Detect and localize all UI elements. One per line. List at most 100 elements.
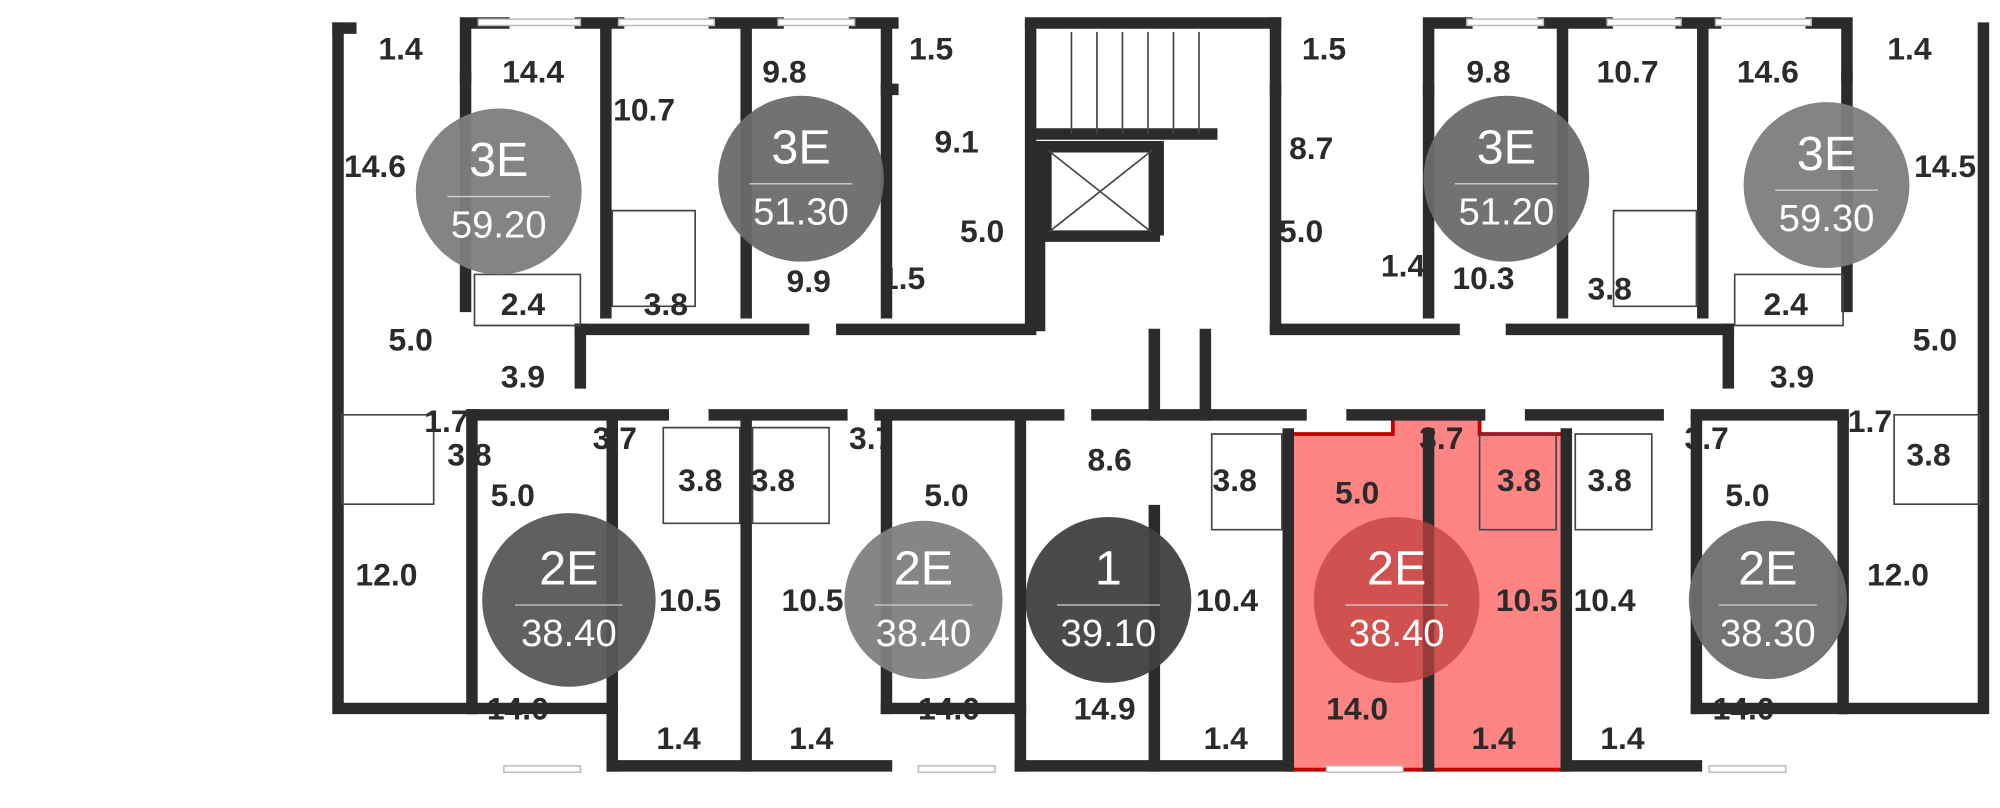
room-area-label: 5.0	[924, 477, 968, 513]
apartment-type: 2E	[539, 542, 598, 596]
room-area-label: 3.8	[751, 462, 795, 498]
apartment-type: 3E	[1477, 120, 1536, 174]
room-area-label: 10.5	[659, 582, 721, 618]
apartment-badge[interactable]: 3E 51.20	[1423, 95, 1590, 262]
apartment-area: 59.30	[1779, 197, 1875, 240]
apartment-area: 51.30	[753, 191, 849, 234]
room-area-label: 9.8	[762, 53, 806, 89]
room-area-label: 9.8	[1466, 53, 1510, 89]
room-area-label: 3.7	[849, 420, 893, 456]
room-area-label: 3.8	[1588, 462, 1632, 498]
room-area-label: 1.4	[1887, 30, 1932, 66]
apartment-type: 2E	[894, 542, 953, 596]
room-area-label: 3.8	[678, 462, 722, 498]
room-area-label: 1.7	[424, 403, 468, 439]
apartment-badge-circle	[482, 513, 656, 687]
room-area-label: 10.4	[1196, 582, 1258, 618]
apartment-badge-circle	[1688, 520, 1847, 680]
room-area-label: 14.0	[918, 690, 980, 726]
room-area-label: 14.4	[502, 53, 564, 89]
apartment-badge[interactable]: 2E 38.40	[1313, 516, 1480, 683]
room-area-label: 10.7	[613, 92, 675, 128]
room-area-label: 1.4	[378, 30, 423, 66]
room-area-label: 14.0	[1713, 690, 1775, 726]
apartment-badge-circle	[1423, 95, 1590, 262]
room-area-label: 3.7	[593, 420, 637, 456]
room-area-label: 3.7	[1419, 420, 1463, 456]
apartment-badge-circle	[1025, 516, 1192, 683]
room-area-label: 1.4	[656, 720, 701, 756]
room-area-label: 14.9	[1074, 690, 1136, 726]
room-area-label: 10.4	[1574, 582, 1636, 618]
room-area-label: 8.6	[1088, 441, 1132, 477]
apartment-area: 38.30	[1720, 612, 1816, 655]
room-area-label: 3.8	[1906, 436, 1950, 472]
apartment-type: 2E	[1738, 542, 1797, 596]
room-area-label: 3.9	[501, 359, 545, 395]
apartment-badge-circle	[718, 95, 884, 262]
room-area-label: 1.5	[1302, 30, 1346, 66]
apartment-type: 2E	[1367, 542, 1426, 596]
room-area-label: 10.5	[781, 582, 843, 618]
room-area-label: 3.9	[1770, 359, 1814, 395]
room-area-label: 5.0	[1335, 475, 1379, 511]
room-area-label: 2.4	[1764, 286, 1809, 322]
room-area-label: 1.5	[909, 30, 953, 66]
room-area-label: 14.5	[1914, 148, 1976, 184]
room-area-label: 1.4	[1471, 720, 1516, 756]
room-area-label: 5.0	[960, 213, 1004, 249]
apartment-badges: 3E 59.20 3E 51.30 3E 51.20 3E 59.30 2E 38.40 2E 38.…	[415, 95, 1910, 687]
room-area-label: 1.5	[881, 260, 925, 296]
apartment-area: 38.40	[521, 612, 617, 655]
room-area-label: 10.7	[1597, 53, 1659, 89]
room-area-label: 10.3	[1452, 260, 1514, 296]
room-area-label: 12.0	[355, 556, 417, 592]
room-area-label: 14.0	[1326, 690, 1388, 726]
apartment-badge[interactable]: 139.10	[1025, 516, 1192, 683]
apartment-badge[interactable]: 2E 38.40	[482, 513, 656, 687]
apartment-type: 3E	[1797, 127, 1856, 181]
apartment-badge[interactable]: 3E 59.20	[415, 108, 582, 275]
room-area-label: 12.0	[1867, 556, 1929, 592]
apartment-badge[interactable]: 3E 51.30	[718, 95, 884, 262]
room-area-label: 5.0	[1279, 213, 1323, 249]
apartment-type: 3E	[771, 120, 830, 174]
room-area-label: 1.4	[1381, 247, 1426, 283]
room-area-label: 9.9	[787, 263, 831, 299]
apartment-type: 1	[1095, 542, 1122, 596]
room-area-label: 1.4	[789, 720, 834, 756]
room-area-label: 3.8	[1213, 462, 1257, 498]
room-area-label: 5.0	[491, 477, 535, 513]
room-area-label: 3.8	[1497, 462, 1541, 498]
apartment-area: 38.40	[1349, 612, 1445, 655]
apartment-area: 39.10	[1061, 612, 1157, 655]
apartment-area: 51.20	[1459, 191, 1555, 234]
room-area-label: 10.5	[1496, 582, 1558, 618]
room-area-label: 14.0	[487, 690, 549, 726]
apartment-badge[interactable]: 2E 38.40	[844, 520, 1003, 680]
room-area-label: 3.8	[1588, 270, 1632, 306]
room-area-label: 14.6	[1737, 53, 1799, 89]
room-area-label: 9.1	[934, 124, 978, 160]
room-area-label: 1.7	[1848, 403, 1892, 439]
room-area-label: 2.4	[501, 286, 546, 322]
room-area-label: 3.8	[644, 286, 688, 322]
room-area-label: 5.0	[389, 322, 433, 358]
apartment-badge[interactable]: 3E 59.30	[1743, 102, 1910, 269]
room-area-label: 3.8	[447, 436, 491, 472]
apartment-type: 3E	[469, 133, 528, 187]
apartment-area: 59.20	[451, 203, 547, 246]
room-area-label: 1.4	[1204, 720, 1249, 756]
apartment-badge-circle	[1743, 102, 1910, 269]
room-area-label: 5.0	[1725, 477, 1769, 513]
room-area-label: 5.0	[1913, 322, 1957, 358]
apartment-area: 38.40	[876, 612, 972, 655]
apartment-badge-circle	[844, 520, 1003, 680]
apartment-badge-circle	[1313, 516, 1480, 683]
apartment-badge[interactable]: 2E 38.30	[1688, 520, 1847, 680]
room-area-labels: 1.414.410.79.81.59.114.65.03.82.49.9 1.55…	[344, 30, 1976, 755]
room-area-label: 8.7	[1289, 130, 1333, 166]
apartment-badge-circle	[415, 108, 582, 275]
room-area-label: 3.7	[1684, 420, 1728, 456]
